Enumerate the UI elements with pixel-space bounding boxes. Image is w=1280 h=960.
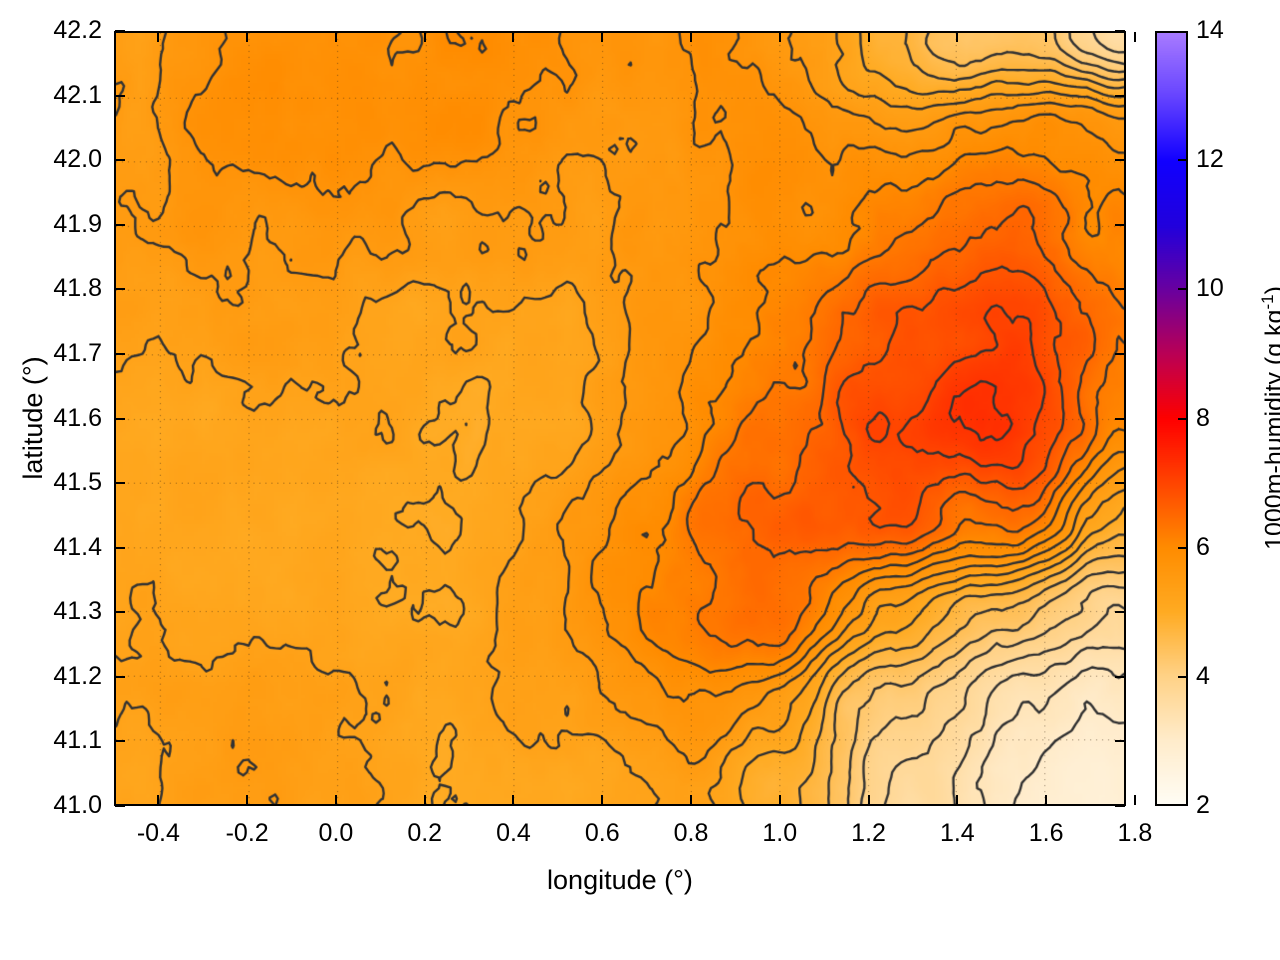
- x-tick-mark: [601, 795, 604, 805]
- x-tick-mark: [512, 795, 515, 805]
- x-tick-mark-top: [956, 32, 959, 42]
- colorbar-tick-mark: [1178, 675, 1187, 678]
- x-tick-label: 0.2: [407, 819, 443, 847]
- x-tick-mark: [1045, 795, 1048, 805]
- y-tick-mark: [115, 805, 125, 807]
- x-tick-label: 1.8: [1117, 819, 1153, 847]
- y-tick-label: 41.8: [53, 274, 102, 303]
- x-tick-mark: [246, 795, 249, 805]
- x-tick-mark: [690, 795, 693, 805]
- x-tick-mark: [334, 795, 337, 805]
- y-tick-mark: [115, 94, 125, 97]
- x-tick-mark: [867, 795, 870, 805]
- colorbar-tick-label: 14: [1196, 16, 1224, 44]
- colorbar-tick-label: 12: [1196, 145, 1224, 174]
- y-tick-mark: [115, 352, 125, 355]
- y-tick-label: 41.7: [53, 338, 102, 367]
- y-tick-mark-right: [1115, 352, 1125, 355]
- x-tick-mark-top: [1045, 32, 1048, 42]
- y-tick-label: 41.5: [53, 468, 102, 497]
- colorbar-tick-mark: [1178, 417, 1187, 420]
- y-tick-mark-right: [1115, 223, 1125, 226]
- x-tick-label: 0.0: [318, 819, 354, 847]
- colorbar-tick-mark: [1178, 546, 1187, 549]
- colorbar-tick-label: 4: [1196, 661, 1210, 690]
- y-tick-mark: [115, 482, 125, 485]
- y-tick-mark-right: [1115, 159, 1125, 162]
- x-tick-label: 1.2: [851, 819, 886, 847]
- y-tick-mark-right: [1115, 417, 1125, 420]
- y-tick-label: 41.6: [53, 403, 102, 432]
- y-tick-mark: [115, 546, 125, 549]
- y-tick-mark: [115, 288, 125, 291]
- x-tick-label: 1.6: [1028, 819, 1064, 847]
- y-tick-mark: [115, 740, 125, 743]
- x-tick-mark: [956, 795, 959, 805]
- colorbar-title-close: ): [1260, 286, 1280, 294]
- y-tick-label: 41.9: [53, 209, 102, 238]
- y-tick-label: 42.1: [53, 80, 102, 109]
- x-tick-label: -0.4: [136, 819, 180, 847]
- plot-area: [114, 31, 1126, 806]
- x-tick-mark-top: [334, 32, 337, 42]
- y-tick-mark: [115, 159, 125, 162]
- heatmap-canvas: [116, 33, 1124, 804]
- x-tick-mark-top: [690, 32, 693, 42]
- colorbar-tick-label: 6: [1196, 532, 1210, 561]
- x-tick-mark: [778, 795, 781, 805]
- colorbar-tick-label: 8: [1196, 403, 1210, 432]
- x-tick-mark-top: [246, 32, 249, 42]
- colorbar-title-exponent: -1: [1258, 294, 1277, 310]
- y-axis-title: latitude (°): [18, 356, 48, 480]
- y-tick-mark-right: [1115, 30, 1125, 32]
- y-tick-mark-right: [1115, 482, 1125, 485]
- x-tick-label: 0.8: [673, 819, 709, 847]
- y-tick-mark-right: [1115, 94, 1125, 97]
- x-tick-label: 0.4: [496, 819, 531, 847]
- y-tick-mark: [115, 417, 125, 420]
- x-tick-mark: [157, 795, 160, 805]
- x-tick-mark-top: [867, 32, 870, 42]
- y-tick-label: 41.4: [53, 532, 102, 561]
- y-tick-mark: [115, 611, 125, 614]
- y-tick-mark-right: [1115, 740, 1125, 743]
- y-tick-label: 42.0: [53, 145, 102, 174]
- colorbar-title-main: 1000m-humidity (g kg: [1260, 309, 1280, 550]
- y-tick-label: 41.3: [53, 597, 102, 626]
- y-tick-label: 42.2: [53, 16, 102, 44]
- y-tick-label: 41.0: [53, 791, 102, 819]
- x-tick-mark: [423, 795, 426, 805]
- y-tick-mark: [115, 675, 125, 678]
- x-tick-mark-top: [601, 32, 604, 42]
- y-tick-mark-right: [1115, 288, 1125, 291]
- x-tick-mark-top: [512, 32, 515, 42]
- y-tick-mark-right: [1115, 805, 1125, 807]
- y-tick-label: 41.2: [53, 661, 102, 690]
- x-tick-label: 0.6: [584, 819, 620, 847]
- colorbar-tick-mark: [1178, 159, 1187, 162]
- y-tick-mark-right: [1115, 546, 1125, 549]
- colorbar-tick-label: 2: [1196, 791, 1210, 819]
- colorbar-title: 1000m-humidity (g kg-1): [1258, 286, 1280, 550]
- y-tick-mark: [115, 30, 125, 32]
- y-tick-mark-right: [1115, 675, 1125, 678]
- x-tick-mark-top: [157, 32, 160, 42]
- x-tick-mark-top: [778, 32, 781, 42]
- x-tick-label: 1.4: [939, 819, 975, 847]
- x-axis-title: longitude (°): [547, 865, 693, 895]
- y-tick-mark-right: [1115, 611, 1125, 614]
- x-tick-mark: [1133, 795, 1136, 805]
- y-tick-label: 41.1: [53, 726, 102, 755]
- x-tick-label: 1.0: [762, 819, 798, 847]
- x-tick-mark-top: [1133, 32, 1136, 42]
- y-tick-mark: [115, 223, 125, 226]
- x-tick-mark-top: [423, 32, 426, 42]
- x-tick-label: -0.2: [225, 819, 269, 847]
- colorbar-tick-mark: [1178, 288, 1187, 291]
- colorbar-tick-label: 10: [1196, 274, 1224, 303]
